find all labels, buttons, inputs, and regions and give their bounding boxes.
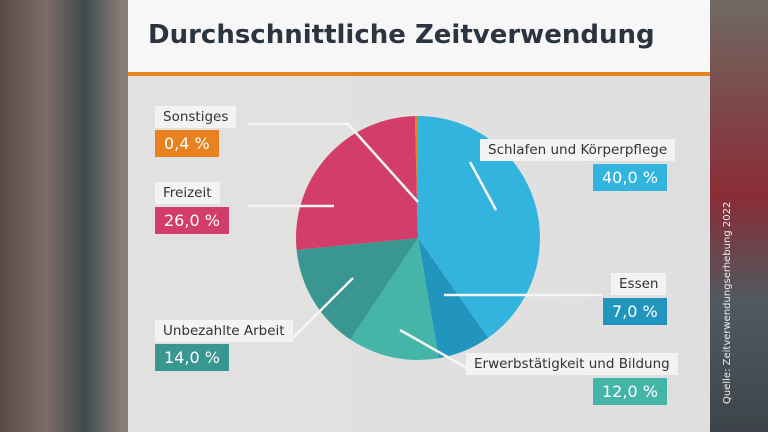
background-crowd [710, 0, 768, 432]
pie-slice-0 [418, 116, 540, 338]
label-unbezahlte-arbeit: Unbezahlte Arbeit [155, 320, 293, 342]
leader-line-5 [399, 328, 475, 374]
label-schlafen: Schlafen und Körperpflege [480, 139, 676, 161]
value-essen: 7,0 % [603, 298, 667, 325]
pie-slice-3 [296, 238, 418, 340]
label-essen: Essen [611, 273, 667, 295]
label-erwerbstaetigkeit: Erwerbstätigkeit und Bildung [466, 353, 678, 375]
label-sonstiges: Sonstiges [155, 106, 237, 128]
chart-title: Durchschnittliche Zeitverwendung [148, 20, 655, 50]
value-sonstiges: 0,4 % [155, 130, 219, 157]
value-unbezahlte-arbeit: 14,0 % [155, 344, 229, 371]
pie-slice-4 [296, 116, 418, 250]
value-schlafen: 40,0 % [593, 164, 667, 191]
leader-line-3 [468, 161, 498, 211]
value-erwerbstaetigkeit: 12,0 % [593, 378, 667, 405]
value-freizeit: 26,0 % [155, 207, 229, 234]
leader-line-0 [248, 122, 419, 203]
pie-slice-1 [418, 238, 489, 359]
pie-slice-5 [414, 116, 418, 238]
pie-slice-2 [350, 238, 439, 360]
header: Durchschnittliche Zeitverwendung [128, 0, 710, 76]
source-note: Quelle: Zeitverwendungserhebung 2022 [722, 201, 733, 404]
leader-line-2 [289, 277, 354, 342]
label-freizeit: Freizeit [155, 182, 220, 204]
